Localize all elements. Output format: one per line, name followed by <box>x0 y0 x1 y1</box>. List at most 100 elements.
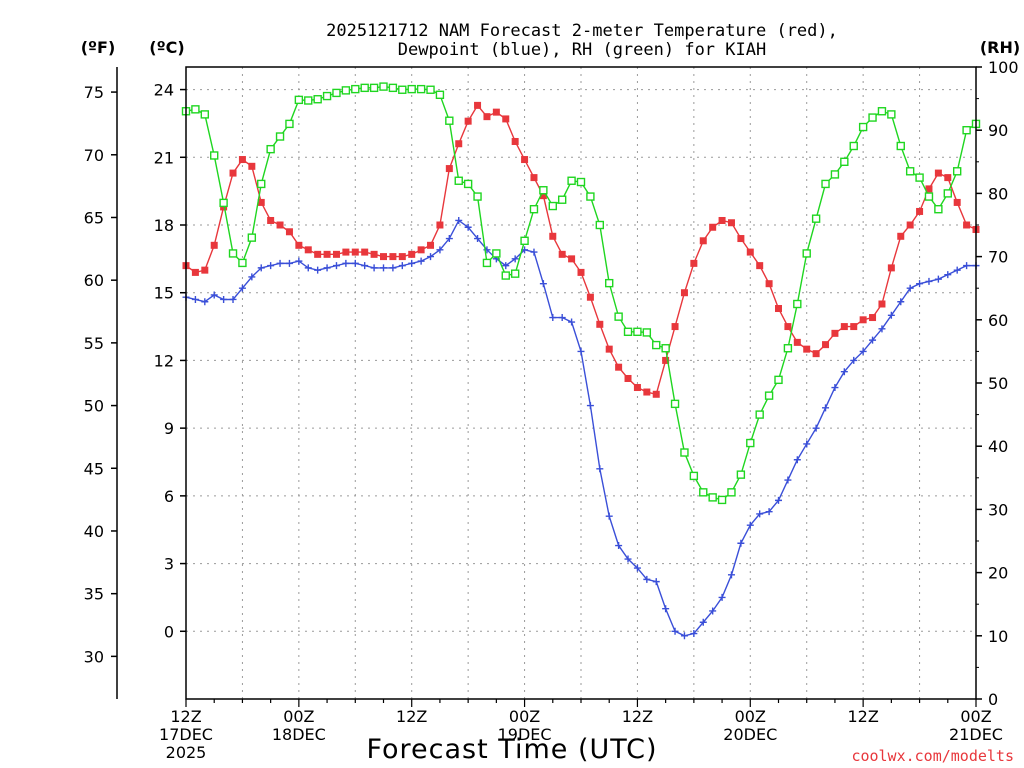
data-point <box>887 311 895 319</box>
series-line <box>185 219 976 637</box>
data-point <box>530 248 538 256</box>
celsius-tick-label: 3 <box>164 555 174 574</box>
data-point <box>191 105 200 114</box>
series-rh <box>181 82 981 505</box>
rh-tick-label: 0 <box>988 690 998 709</box>
fahrenheit-tick-label: 70 <box>84 146 104 165</box>
data-point <box>361 262 369 270</box>
data-point <box>501 271 510 280</box>
data-point <box>765 280 773 288</box>
celsius-tick-label: 9 <box>164 419 174 438</box>
data-point <box>821 179 830 189</box>
data-point <box>784 323 792 331</box>
data-point <box>304 96 313 105</box>
chart-title-line-2: Dewpoint (blue), RH (green) for KIAH <box>398 40 766 60</box>
data-point <box>925 185 933 193</box>
data-point <box>756 262 764 270</box>
data-point <box>323 250 331 258</box>
data-point <box>849 141 858 151</box>
data-point <box>539 280 547 288</box>
celsius-tick-label: 12 <box>154 351 174 370</box>
fahrenheit-tick-label: 60 <box>84 271 104 290</box>
data-point <box>680 289 688 297</box>
data-point <box>266 144 275 154</box>
data-point <box>342 259 350 267</box>
data-point <box>557 195 567 204</box>
data-point <box>596 465 604 473</box>
x-tick-label: 20DEC <box>723 725 777 744</box>
data-point <box>389 264 397 272</box>
data-point <box>915 173 924 182</box>
data-point <box>427 241 435 249</box>
data-point <box>568 318 576 326</box>
data-point <box>812 350 820 358</box>
x-axis-title: Forecast Time (UTC) <box>366 734 657 765</box>
data-point <box>633 384 641 392</box>
data-point <box>510 269 520 278</box>
data-point <box>228 249 238 258</box>
data-point <box>370 250 378 258</box>
data-point <box>436 221 444 229</box>
data-point <box>285 228 293 236</box>
data-point <box>586 402 594 410</box>
data-point <box>803 440 811 448</box>
data-point <box>624 374 632 382</box>
data-point <box>521 156 529 164</box>
data-point <box>200 110 210 119</box>
rh-tick-label: 70 <box>988 248 1008 267</box>
data-point <box>567 176 576 185</box>
series-layer <box>181 82 981 640</box>
data-point <box>502 262 510 270</box>
data-point <box>840 368 848 376</box>
data-point <box>304 246 312 254</box>
data-point <box>633 327 642 337</box>
data-point <box>577 347 585 355</box>
data-point <box>803 345 811 353</box>
data-point <box>445 165 453 173</box>
data-point <box>238 258 247 268</box>
data-point <box>662 356 670 364</box>
data-point <box>511 137 519 145</box>
data-point <box>427 253 435 261</box>
data-point <box>868 113 877 122</box>
data-point <box>558 250 566 258</box>
data-point <box>963 262 971 270</box>
fahrenheit-tick-label: 30 <box>84 647 104 666</box>
data-point <box>709 607 717 615</box>
data-point <box>869 314 877 322</box>
data-point <box>643 388 651 396</box>
data-point <box>962 125 971 135</box>
data-point <box>342 248 350 256</box>
data-point <box>304 264 312 272</box>
data-point <box>417 257 425 265</box>
data-point <box>764 391 774 400</box>
celsius-tick-label: 21 <box>154 148 174 167</box>
data-point <box>925 277 933 285</box>
data-point <box>229 169 237 177</box>
data-point <box>934 169 942 177</box>
x-tick-label: 18DEC <box>272 725 326 744</box>
data-point <box>445 235 453 243</box>
data-point <box>652 578 660 586</box>
data-point <box>717 495 727 505</box>
data-point <box>916 280 924 288</box>
data-point <box>492 249 501 258</box>
data-point <box>878 300 886 308</box>
rh-tick-label: 60 <box>988 311 1008 330</box>
data-point <box>407 84 416 94</box>
data-point <box>670 399 680 409</box>
x-tick-label: 00Z <box>735 707 766 726</box>
x-tick-label: 12Z <box>170 707 201 726</box>
data-point <box>775 496 782 504</box>
data-point <box>831 384 839 392</box>
data-point <box>285 119 294 129</box>
data-point <box>859 316 867 324</box>
data-point <box>944 174 952 182</box>
series-2-meter-temperature <box>182 101 980 398</box>
data-point <box>775 305 782 313</box>
data-point <box>361 248 369 256</box>
data-point <box>389 253 397 261</box>
chart-title-line-1: 2025121712 NAM Forecast 2-meter Temperat… <box>326 21 838 41</box>
series-dewpoint <box>182 216 980 640</box>
data-point <box>690 630 698 638</box>
